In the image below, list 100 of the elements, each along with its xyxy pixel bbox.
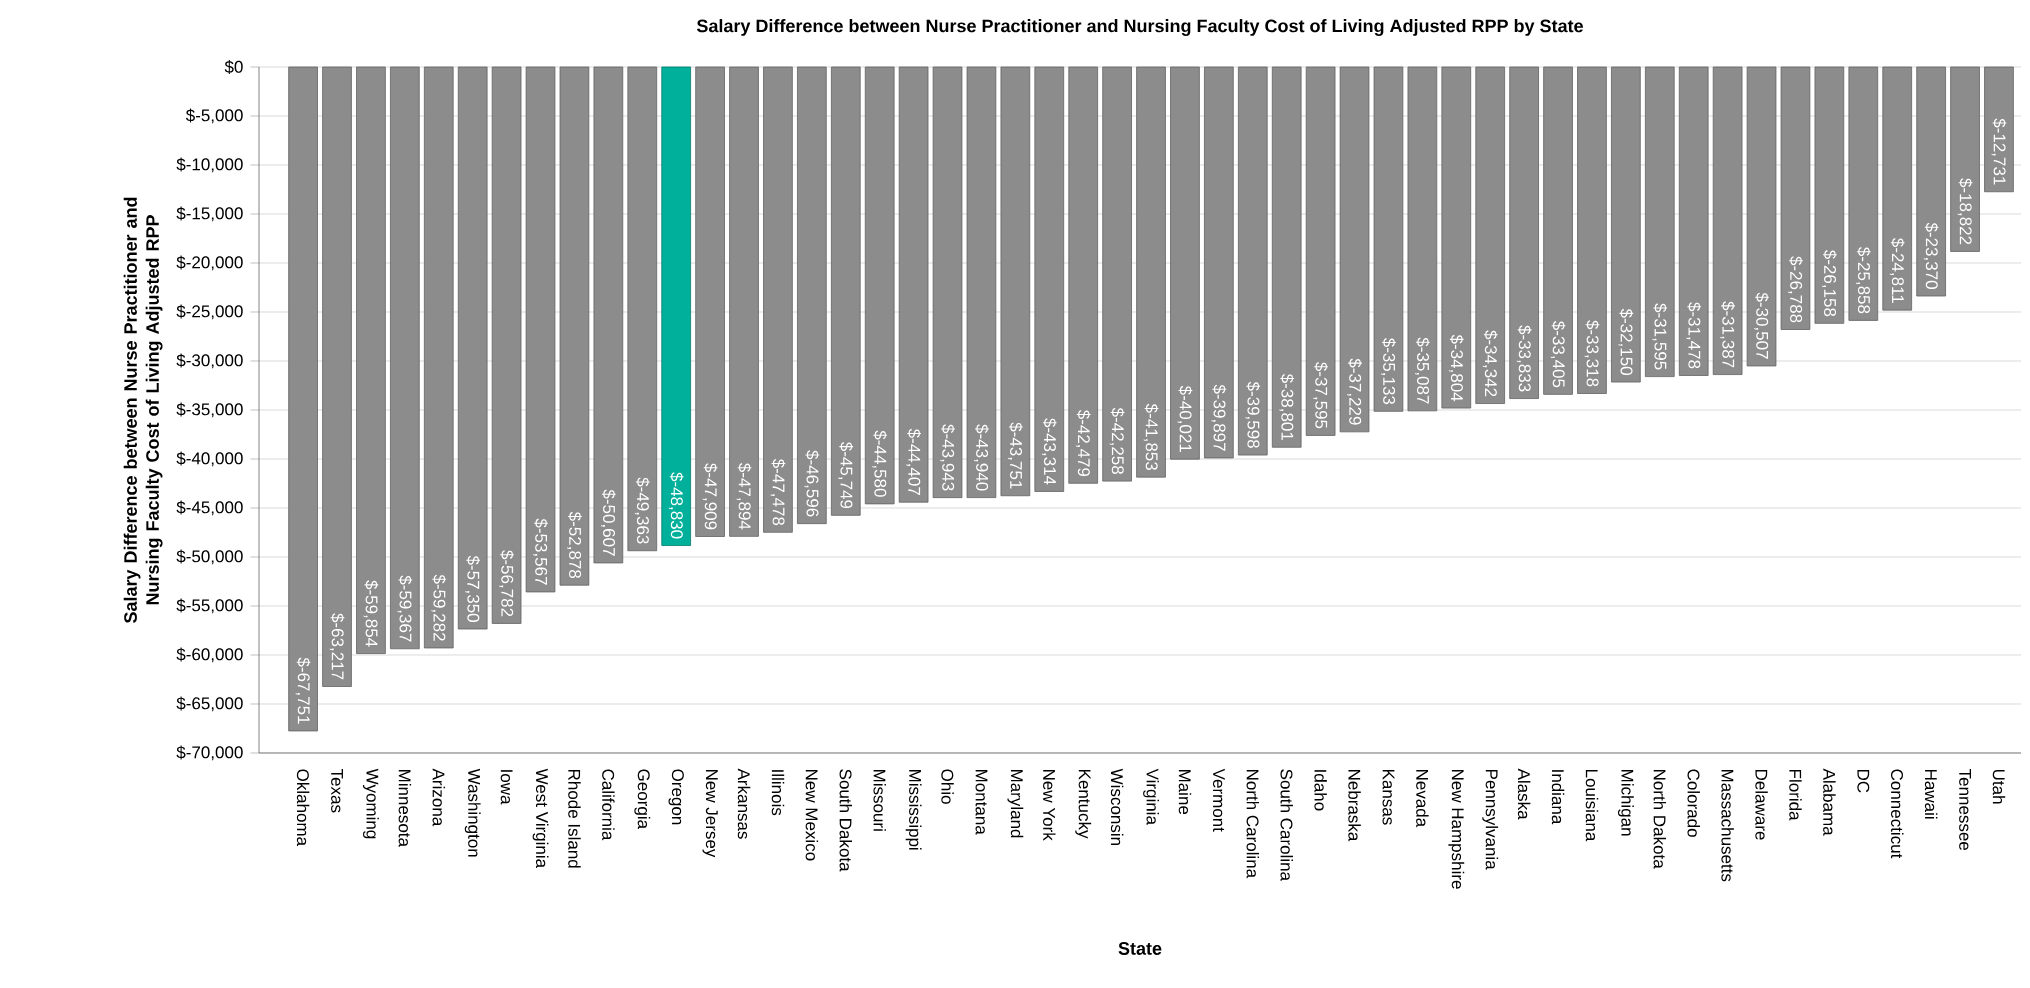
x-tick-label: DC: [1857, 769, 1870, 793]
data-label: $-47,894: [736, 463, 752, 530]
x-tick-label: New Mexico: [805, 769, 819, 861]
data-label: $-59,282: [431, 574, 447, 641]
x-tick-label: North Dakota: [1653, 769, 1667, 869]
data-label: $-59,854: [363, 580, 379, 647]
x-tick-label: West Virginia: [532, 768, 549, 869]
x-tick-label: Washington: [464, 768, 481, 857]
x-tick-label: Idaho: [1314, 770, 1327, 811]
x-tick-label: Connecticut: [1890, 769, 1904, 859]
x-tick-label: Nevada: [1416, 769, 1429, 828]
x-tick-label: South Dakota: [839, 769, 853, 872]
x-tick-label: Utah: [1992, 769, 2006, 804]
data-label: $-12,731: [1991, 118, 2007, 185]
y-tick-label: $0: [224, 60, 243, 74]
data-label: $-37,595: [1313, 362, 1328, 429]
data-label: $-34,342: [1482, 330, 1498, 397]
x-tick-label: Louisiana: [1585, 769, 1599, 842]
x-tick-label: Indiana: [1551, 770, 1565, 825]
x-tick-label: Michigan: [1617, 769, 1634, 836]
data-label: $-23,370: [1923, 222, 1939, 289]
y-tick-label: $-20,000: [176, 255, 243, 271]
x-tick-label: Missouri: [873, 769, 886, 831]
data-label: $-42,479: [1075, 409, 1091, 477]
x-tick-label: Rhode Island: [568, 769, 581, 868]
data-label: $-53,567: [533, 518, 548, 585]
data-label: $-46,596: [804, 450, 820, 517]
data-label: $-43,314: [1041, 418, 1057, 485]
x-tick-label: Delaware: [1755, 769, 1768, 840]
data-label: $-32,150: [1618, 308, 1634, 375]
data-label: $-41,853: [1143, 403, 1159, 471]
data-label: $-48,830: [668, 472, 684, 539]
data-label: $-56,782: [499, 550, 514, 617]
data-label: $-67,751: [295, 657, 311, 724]
data-label: $-18,822: [1957, 178, 1973, 245]
x-axis-title: State: [1118, 942, 1162, 955]
data-label: $-44,580: [872, 430, 888, 497]
x-tick-label: Ohio: [941, 769, 954, 804]
data-label: $-33,318: [1584, 320, 1600, 387]
data-label: $-42,258: [1109, 407, 1125, 474]
data-label: $-30,507: [1754, 292, 1769, 359]
x-tick-label: South Carolina: [1280, 769, 1293, 881]
x-tick-label: Virginia: [1143, 768, 1159, 825]
data-label: $-34,804: [1448, 334, 1464, 402]
y-tick-label: $-45,000: [176, 500, 243, 516]
y-tick-label: $-65,000: [176, 696, 243, 712]
x-tick-label: North Carolina: [1246, 769, 1260, 879]
x-tick-label: New York: [1043, 769, 1056, 841]
x-tick-label: Arizona: [432, 768, 446, 827]
y-tick-label: $-30,000: [176, 353, 243, 369]
data-label: $-45,749: [838, 442, 854, 509]
data-label: $-47,909: [702, 463, 718, 530]
data-label: $-26,788: [1788, 256, 1803, 323]
data-label: $-47,478: [770, 458, 786, 526]
data-label: $-63,217: [329, 613, 345, 680]
y-tick-label: $-70,000: [176, 745, 243, 761]
data-label: $-40,021: [1177, 385, 1193, 452]
y-tick-label: $-5,000: [185, 108, 243, 124]
x-tick-label: Kansas: [1382, 769, 1395, 825]
data-label: $-39,598: [1245, 381, 1261, 448]
y-tick-label: $-60,000: [176, 647, 243, 663]
data-label: $-24,811: [1889, 238, 1905, 303]
x-tick-label: Florida: [1789, 769, 1802, 821]
data-label: $-49,363: [634, 477, 650, 544]
x-tick-label: Texas: [331, 768, 343, 813]
x-tick-label: Montana: [975, 769, 988, 835]
x-tick-label: Vermont: [1212, 768, 1225, 832]
y-tick-label: $-25,000: [176, 304, 243, 320]
x-tick-label: Kentucky: [1075, 769, 1092, 839]
x-tick-label: Nebraska: [1348, 769, 1361, 842]
x-tick-label: Georgia: [634, 769, 651, 830]
x-tick-label: Iowa: [500, 770, 513, 805]
data-label: $-43,751: [1007, 422, 1023, 489]
data-label: $-31,387: [1720, 301, 1735, 368]
data-label: $-31,595: [1652, 303, 1668, 370]
x-tick-label: Arkansas: [737, 768, 751, 839]
data-label: $-43,943: [940, 424, 955, 491]
y-tick-label: $-55,000: [176, 598, 243, 614]
x-tick-label: Massachusetts: [1721, 769, 1734, 882]
data-label: $-26,158: [1822, 250, 1837, 317]
data-label: $-43,940: [974, 424, 989, 491]
x-tick-label: Maine: [1178, 769, 1192, 815]
data-label: $-57,350: [465, 555, 481, 622]
data-label: $-33,405: [1550, 321, 1566, 388]
data-label: $-44,407: [906, 428, 921, 495]
y-tick-label: $-15,000: [176, 206, 243, 222]
data-label: $-31,478: [1686, 302, 1702, 369]
x-tick-label: Wisconsin: [1110, 768, 1124, 845]
data-label: $-39,897: [1211, 384, 1227, 451]
y-axis-title: Salary Difference between Nurse Practitioner and Nursing Faculty Cost of Living Adjusted RPP: [123, 197, 163, 624]
x-tick-label: Alaska: [1517, 768, 1531, 820]
x-tick-label: Wyoming: [363, 768, 379, 839]
x-tick-label: Oregon: [668, 769, 684, 825]
y-tick-label: $-50,000: [176, 549, 243, 565]
x-tick-label: Tennessee: [1959, 768, 1971, 851]
x-tick-label: Illinois: [771, 770, 785, 816]
x-tick-label: Colorado: [1687, 769, 1700, 837]
data-label: $-37,229: [1347, 358, 1362, 425]
data-label: $-52,878: [567, 511, 582, 579]
data-label: $-33,833: [1516, 325, 1532, 392]
